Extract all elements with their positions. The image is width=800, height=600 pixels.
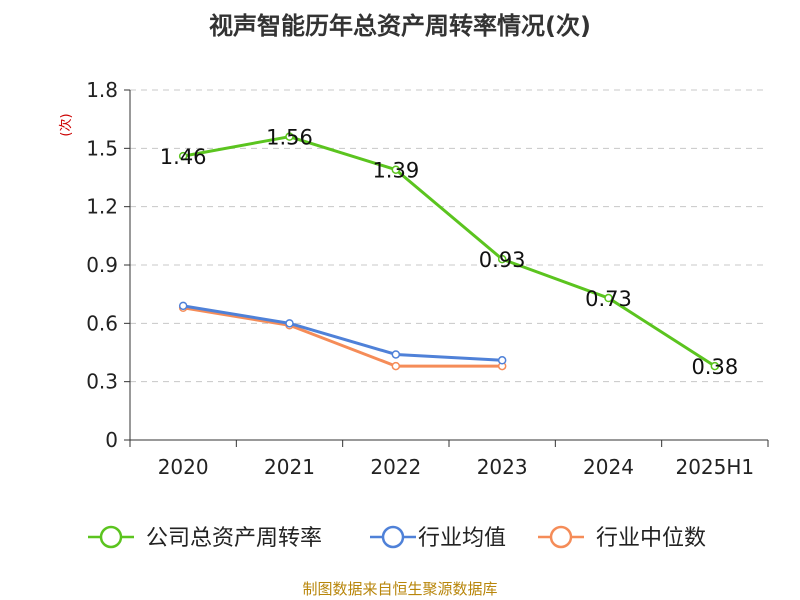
legend-item: 行业中位数 xyxy=(538,525,706,551)
y-tick-label: 1.2 xyxy=(86,195,118,219)
data-point xyxy=(497,254,507,264)
data-point xyxy=(178,301,188,311)
axes: 0 0.3 0.6 0.9 1.2 1.5 1.8 2020 2021 2022 2023 2024 2… xyxy=(86,78,769,479)
series-line xyxy=(182,306,503,368)
legend-marker xyxy=(549,525,573,549)
legend-item: 公司总资产周转率 xyxy=(88,525,322,551)
x-tick-label: 2022 xyxy=(370,455,421,479)
series-line xyxy=(182,304,503,362)
series-line xyxy=(182,135,716,368)
chart-title: 视声智能历年总资产周转率情况(次) xyxy=(209,12,591,40)
y-axis-label: (次) xyxy=(58,113,74,136)
data-point xyxy=(391,350,401,359)
y-tick-label: 0.9 xyxy=(86,253,118,277)
data-point xyxy=(391,361,401,371)
data-point xyxy=(391,165,401,174)
y-tick-label: 0.6 xyxy=(86,311,118,335)
data-point xyxy=(285,132,294,141)
data-label: 1.39 xyxy=(372,159,419,183)
legend-label: 行业中位数 xyxy=(596,526,706,551)
data-point xyxy=(178,151,188,161)
data-labels: 1.46 1.56 1.39 0.93 0.73 0.38 xyxy=(160,126,738,379)
x-tick-label: 2020 xyxy=(158,455,209,479)
data-label: 1.56 xyxy=(266,126,313,150)
legend-label: 行业均值 xyxy=(418,526,506,551)
data-label: 0.38 xyxy=(691,355,738,379)
x-tick-label: 2023 xyxy=(477,455,528,479)
data-label: 0.93 xyxy=(479,248,526,272)
data-label: 0.73 xyxy=(585,287,632,311)
y-tick-label: 1.8 xyxy=(86,78,118,102)
x-tick-label: 2024 xyxy=(583,455,634,479)
x-tick-label: 2025H1 xyxy=(675,455,754,479)
data-label: 1.46 xyxy=(160,145,207,169)
data-point xyxy=(710,361,720,371)
legend-item: 行业均值 xyxy=(370,525,506,551)
legend: 公司总资产周转率 行业均值 行业中位数 xyxy=(88,525,706,551)
data-point xyxy=(604,293,613,303)
legend-marker xyxy=(99,525,123,549)
legend-label: 公司总资产周转率 xyxy=(146,526,322,551)
data-point xyxy=(497,356,507,365)
data-point xyxy=(285,319,294,328)
legend-marker xyxy=(381,525,405,549)
source-note: 制图数据来自恒生聚源数据库 xyxy=(302,580,498,598)
series-lines xyxy=(178,132,720,371)
x-tick-label: 2021 xyxy=(264,455,315,479)
y-tick-label: 0 xyxy=(105,428,118,452)
grid-lines xyxy=(130,89,768,383)
y-tick-label: 0.3 xyxy=(86,370,118,394)
y-tick-label: 1.5 xyxy=(86,136,118,160)
